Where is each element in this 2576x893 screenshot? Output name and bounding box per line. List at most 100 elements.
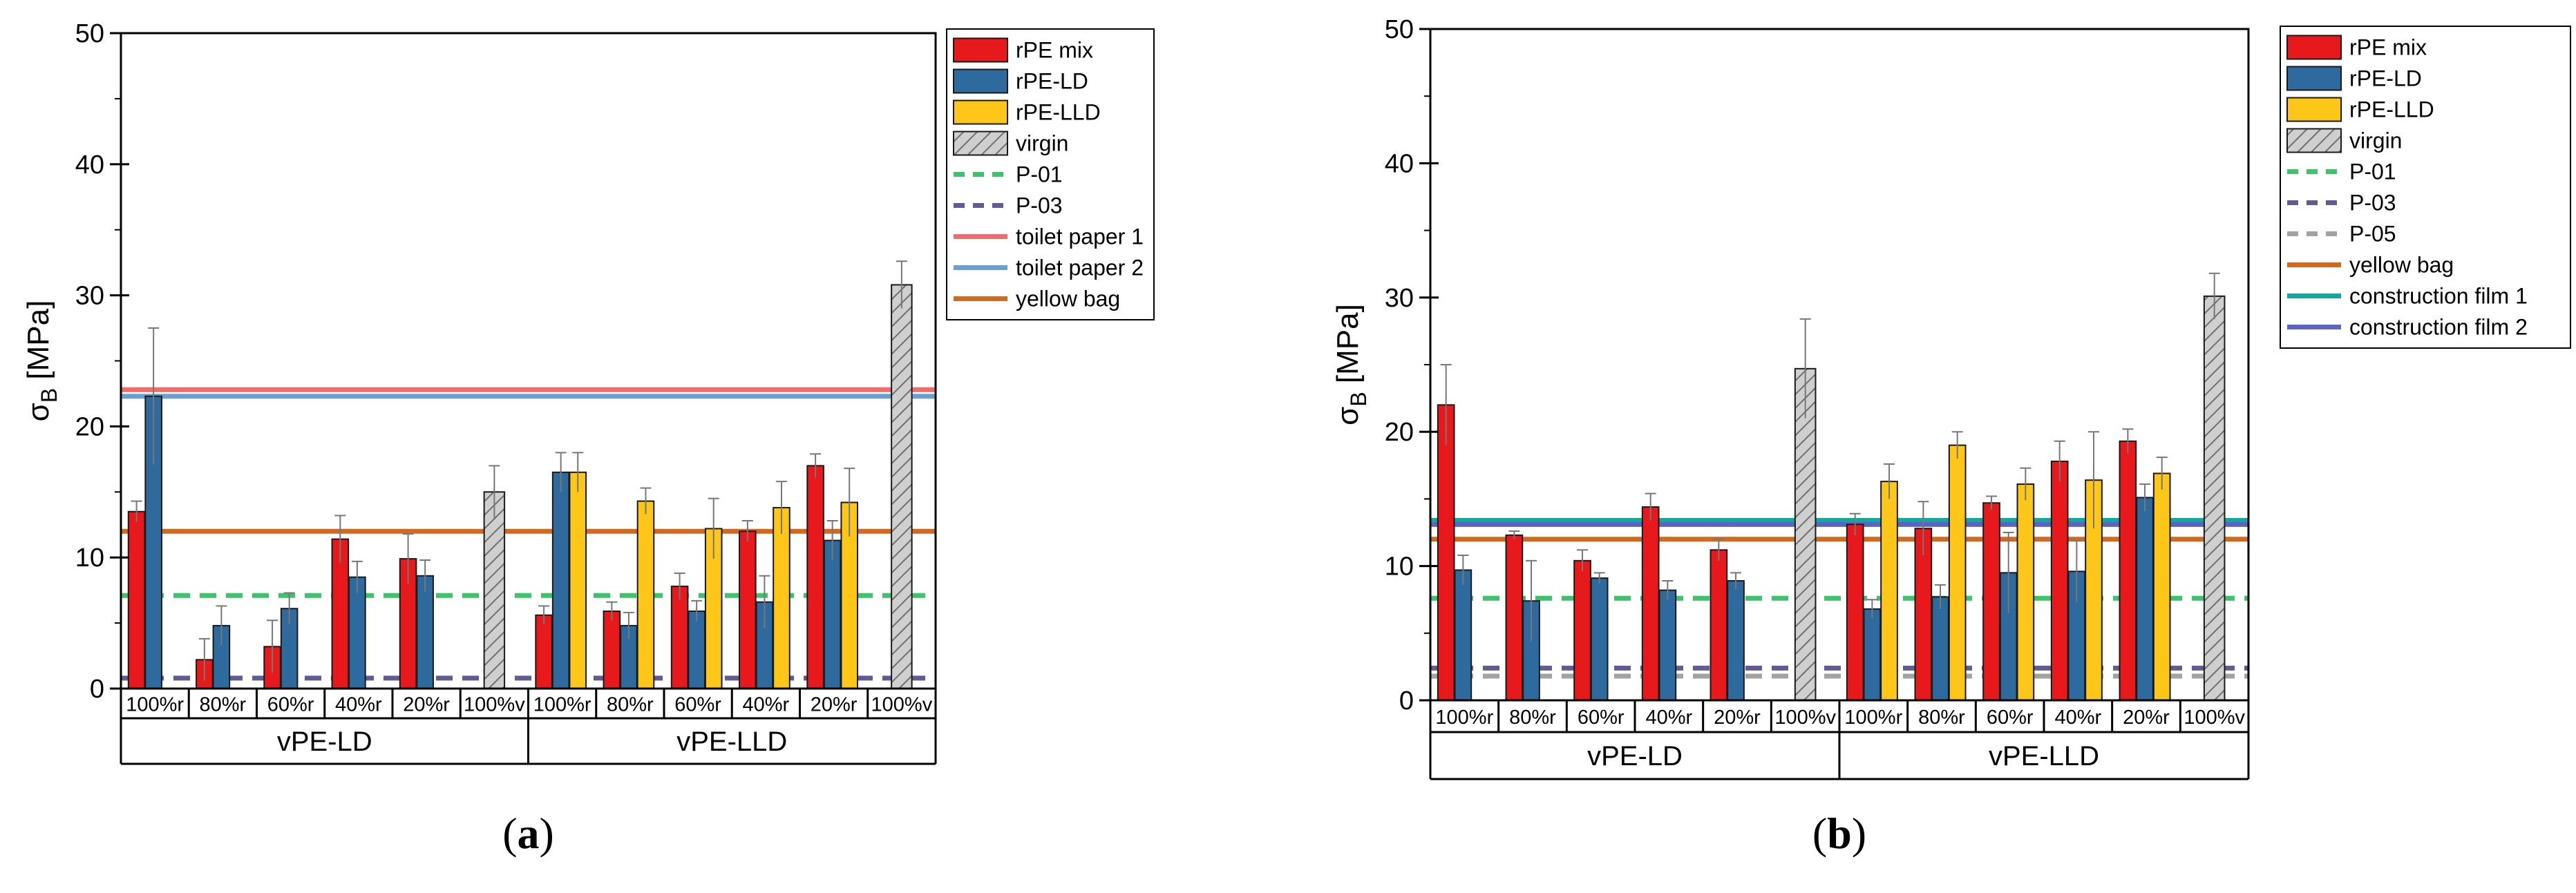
y-tick-label: 40	[1385, 149, 1414, 178]
y-axis-label-subscript: B	[1346, 392, 1371, 406]
bar-rpe_mix-1	[127, 510, 146, 690]
category-label: 20%r	[403, 694, 450, 716]
bar-rpe_ld-11	[823, 539, 842, 689]
y-tick-label: 30	[75, 282, 104, 311]
bar-rpe_ld-4	[1658, 589, 1677, 701]
legend-swatch-rpe_lld	[953, 99, 1008, 125]
legend-label-rpe_ld: rPE-LD	[2349, 66, 2422, 91]
y-axis-label: σB [MPa]	[21, 300, 61, 422]
category-label: 80%r	[1509, 707, 1556, 729]
bar-rpe_mix-10	[739, 530, 757, 689]
category-label: 60%r	[1987, 707, 2034, 729]
bar-rpe_mix-5	[1710, 549, 1728, 701]
bar-virgin-12	[2203, 295, 2226, 701]
bar-rpe_mix-7	[535, 614, 553, 689]
legend-label-virgin: virgin	[1016, 131, 1068, 156]
bar-rpe_mix-9	[670, 585, 689, 689]
y-tick-label: 0	[90, 675, 104, 704]
bar-rpe_ld-4	[348, 576, 366, 689]
bar-rpe_mix-11	[806, 465, 824, 690]
legend-label-construction_film_1: construction film 1	[2349, 284, 2528, 309]
bar-virgin-6	[1794, 367, 1817, 701]
panel-label-close: )	[1852, 809, 1866, 858]
category-label: 60%r	[267, 694, 314, 716]
legend-label-rpe_lld: rPE-LLD	[1016, 100, 1101, 125]
y-axis-label-subscript: B	[37, 388, 61, 403]
bar-rpe_mix-1	[1437, 404, 1455, 701]
category-label: 100%r	[126, 694, 184, 716]
category-label: 100%v	[1774, 707, 1836, 729]
legend-swatch-virgin	[953, 131, 1008, 156]
legend-swatch-rpe_lld	[2286, 97, 2342, 122]
legend-label-toilet_paper_2: toilet paper 2	[1016, 256, 1144, 280]
y-tick-label: 40	[75, 151, 104, 180]
panel-label: (b)	[1812, 809, 1866, 858]
bar-rpe_ld-3	[1590, 577, 1609, 702]
category-label: 100%r	[1844, 707, 1902, 729]
legend-label-rpe_mix: rPE mix	[2349, 35, 2427, 60]
category-label: 60%r	[674, 694, 721, 716]
y-tick-label: 0	[1399, 686, 1414, 716]
category-label: 100%r	[533, 694, 591, 716]
y-axis-label-unit: [MPa]	[1331, 304, 1365, 392]
legend-label-p03: P-03	[2349, 191, 2396, 215]
chart-panel-b: 0 10 20 30 40 50 σB [MPa] 100%r 80%r 60%r 40%r 20%r…	[1331, 15, 2571, 858]
legend-label-construction_film_2: construction film 2	[2349, 315, 2528, 340]
bar-rpe_lld-8	[636, 500, 655, 689]
chart-panel-a: 0 10 20 30 40 50 σB [MPa] 100%r 80%r 60%r 40%r 20%r…	[21, 19, 1155, 858]
group-label: vPE-LD	[1587, 741, 1683, 771]
y-tick-label: 10	[75, 544, 104, 573]
bar-rpe_mix-10	[2050, 460, 2069, 702]
legend-label-rpe_mix: rPE mix	[1016, 38, 1093, 63]
bar-rpe_ld-9	[688, 611, 705, 690]
category-label: 100%v	[871, 694, 933, 716]
y-tick-label: 50	[1385, 15, 1414, 44]
bar-rpe_ld-1	[1454, 569, 1472, 701]
y-tick-label: 20	[1385, 418, 1414, 447]
category-label: 80%r	[1918, 707, 1965, 729]
legend-label-p01: P-01	[2349, 160, 2396, 184]
panel-label-letter: a	[518, 809, 540, 858]
bar-rpe_mix-9	[1982, 502, 2000, 701]
y-tick-label: 10	[1385, 553, 1414, 582]
bar-virgin-12	[891, 284, 913, 689]
group-label: vPE-LLD	[676, 727, 787, 757]
category-label: 100%r	[1435, 707, 1493, 729]
bar-rpe_lld-11	[2152, 472, 2171, 701]
category-label: 40%r	[2054, 707, 2101, 729]
group-label: vPE-LD	[277, 727, 372, 757]
panel-label-open: (	[502, 809, 517, 858]
category-label: 40%r	[1645, 707, 1692, 729]
legend-label-rpe_lld: rPE-LLD	[2349, 97, 2434, 122]
bar-rpe_lld-10	[773, 507, 790, 689]
category-label: 80%r	[200, 694, 247, 716]
bar-rpe_ld-7	[551, 471, 570, 690]
category-label: 80%r	[607, 694, 654, 716]
legend-label-p01: P-01	[1016, 162, 1063, 187]
category-label: 40%r	[743, 694, 790, 716]
legend-label-yellow_bag: yellow bag	[1016, 287, 1120, 311]
y-tick-label: 30	[1385, 284, 1414, 313]
bar-rpe_ld-5	[1727, 579, 1745, 702]
y-tick-label: 50	[75, 19, 104, 48]
category-label: 20%r	[811, 694, 858, 716]
legend-swatch-rpe_ld	[953, 68, 1008, 94]
panel-label-close: )	[540, 809, 554, 858]
y-tick-label: 20	[75, 412, 104, 441]
legend-swatch-virgin	[2286, 128, 2342, 153]
bar-virgin-6	[483, 491, 506, 689]
legend-swatch-rpe_mix	[953, 37, 1008, 63]
bar-rpe_mix-3	[1573, 559, 1591, 701]
y-axis-label-symbol: σ	[1331, 407, 1365, 425]
bar-rpe_mix-11	[2119, 440, 2137, 701]
legend-label-p05: P-05	[2349, 222, 2396, 247]
y-axis-label-unit: [MPa]	[21, 300, 55, 388]
group-label: vPE-LLD	[1989, 741, 2099, 771]
legend-label-toilet_paper_1: toilet paper 1	[1016, 224, 1144, 249]
bar-rpe_mix-2	[1505, 534, 1524, 701]
legend-label-yellow_bag: yellow bag	[2349, 253, 2454, 278]
category-label: 20%r	[1714, 707, 1761, 729]
panel-label: (a)	[502, 809, 554, 858]
